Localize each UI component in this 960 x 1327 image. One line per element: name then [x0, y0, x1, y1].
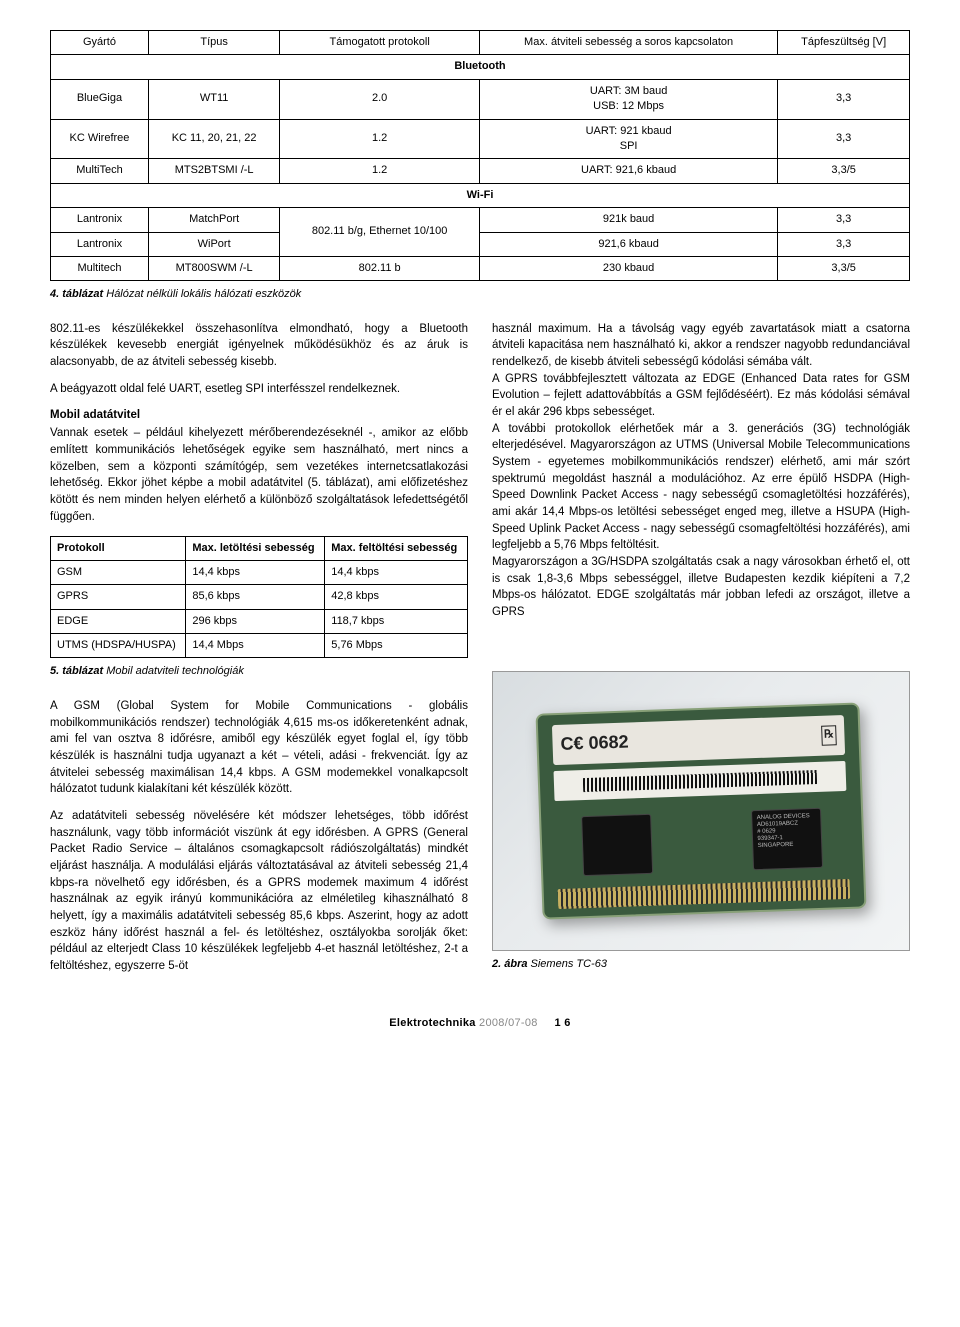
col-voltage: Tápfeszültség [V] [778, 31, 910, 55]
ce-mark-text: C€ 0682 [560, 730, 629, 758]
figure2-caption: 2. ábra Siemens TC-63 [492, 957, 910, 972]
col-protocol: Protokoll [51, 536, 186, 560]
table-mobile-protocols: Protokoll Max. letöltési sebesség Max. f… [50, 536, 468, 659]
table-section-bluetooth: Bluetooth [51, 55, 910, 79]
para: A további protokollok elérhetőek már a 3… [492, 421, 910, 554]
footer-brand: Elektrotechnika [389, 1017, 475, 1029]
table4-caption: 4. táblázat Hálózat nélküli lokális háló… [50, 287, 910, 302]
para: A beágyazott oldal felé UART, esetleg SP… [50, 381, 468, 398]
chip-left [581, 813, 653, 875]
ce-label: C€ 0682 ℞ [552, 715, 846, 765]
para: A GPRS továbbfejlesztett változata az ED… [492, 371, 910, 421]
barcode-icon [583, 770, 817, 792]
table-row: KC Wirefree KC 11, 20, 21, 22 1.2 UART: … [51, 119, 910, 159]
table-header-row: Gyártó Típus Támogatott protokoll Max. á… [51, 31, 910, 55]
subhead-mobil: Mobil adatátvitel [50, 407, 468, 423]
para: Az adatátviteli sebesség növelésére két … [50, 808, 468, 975]
barcode-label [553, 761, 846, 801]
table5-caption: 5. táblázat Mobil adatviteli technológiá… [50, 664, 468, 679]
table-row: Lantronix MatchPort 802.11 b/g, Ethernet… [51, 208, 910, 232]
chip-right: ANALOG DEVICES AD61019ABCZ # 0629 939347… [751, 807, 823, 869]
table-section-wifi: Wi-Fi [51, 183, 910, 207]
table-wireless-devices: Gyártó Típus Támogatott protokoll Max. á… [50, 30, 910, 281]
left-column: 802.11-es készülékekkel összehasonlítva … [50, 321, 468, 990]
page-footer: Elektrotechnika 2008/07-08 1 6 [50, 1016, 910, 1031]
para: Magyarországon a 3G/HSDPA szolgáltatás c… [492, 554, 910, 621]
para: 802.11-es készülékekkel összehasonlítva … [50, 321, 468, 371]
para: használ maximum. Ha a távolság vagy egyé… [492, 321, 910, 371]
figure-siemens-tc63: C€ 0682 ℞ ANALOG DEVICES AD61019ABCZ # 0… [492, 671, 910, 951]
figure2-caption-text: Siemens TC-63 [527, 958, 606, 970]
col-download: Max. letöltési sebesség [186, 536, 325, 560]
table-row: UTMS (HDSPA/HUSPA) 14,4 Mbps 5,76 Mbps [51, 634, 468, 658]
para: A GSM (Global System for Mobile Communic… [50, 698, 468, 798]
table-row: MultiTech MTS2BTSMI /-L 1.2 UART: 921,6 … [51, 159, 910, 183]
circuit-board: C€ 0682 ℞ ANALOG DEVICES AD61019ABCZ # 0… [535, 702, 866, 919]
table-header-row: Protokoll Max. letöltési sebesség Max. f… [51, 536, 468, 560]
table-row: GSM 14,4 kbps 14,4 kbps [51, 560, 468, 584]
table-row: EDGE 296 kbps 118,7 kbps [51, 609, 468, 633]
body-columns: 802.11-es készülékekkel összehasonlítva … [50, 321, 910, 990]
table-row: BlueGiga WT11 2.0 UART: 3M baud USB: 12 … [51, 79, 910, 119]
figure2-caption-num: 2. ábra [492, 958, 527, 970]
col-protocol: Támogatott protokoll [280, 31, 480, 55]
footer-page: 1 6 [555, 1017, 571, 1029]
table5-caption-text: Mobil adatviteli technológiák [103, 665, 244, 677]
col-upload: Max. feltöltési sebesség [325, 536, 468, 560]
table-row: Lantronix WiPort 921,6 kbaud 3,3 [51, 232, 910, 256]
table-row: GPRS 85,6 kbps 42,8 kbps [51, 585, 468, 609]
connector-socket [557, 878, 850, 908]
table-row: Multitech MT800SWM /-L 802.11 b 230 kbau… [51, 256, 910, 280]
col-manufacturer: Gyártó [51, 31, 149, 55]
para: Vannak esetek – például kihelyezett mérő… [50, 425, 468, 525]
footer-issue: 2008/07-08 [476, 1017, 538, 1029]
table4-caption-num: 4. táblázat [50, 288, 103, 300]
table4-caption-text: Hálózat nélküli lokális hálózati eszközö… [103, 288, 301, 300]
right-column: használ maximum. Ha a távolság vagy egyé… [492, 321, 910, 990]
table5-caption-num: 5. táblázat [50, 665, 103, 677]
col-max-speed: Max. átviteli sebesség a soros kapcsolat… [479, 31, 777, 55]
col-type: Típus [148, 31, 279, 55]
ru-icon: ℞ [820, 725, 837, 745]
